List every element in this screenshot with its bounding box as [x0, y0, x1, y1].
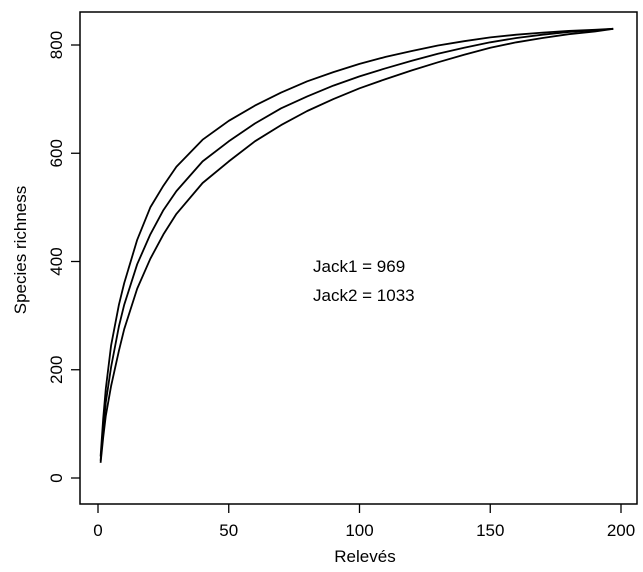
y-axis-title: Species richness	[11, 186, 30, 315]
y-tick-label: 200	[47, 356, 66, 384]
x-tick-label: 200	[607, 521, 635, 540]
x-tick-label: 100	[345, 521, 373, 540]
annotation-jack1: Jack1 = 969	[313, 257, 405, 276]
series-line-1	[99, 27, 614, 457]
y-tick-label: 600	[47, 139, 66, 167]
y-tick-label: 800	[47, 31, 66, 59]
plot-frame	[79, 11, 638, 505]
y-tick-label: 400	[47, 247, 66, 275]
x-axis-title: Relevés	[334, 547, 395, 566]
series-line-2	[99, 27, 614, 461]
series-line-3	[99, 27, 614, 463]
annotation-jack2: Jack2 = 1033	[313, 286, 415, 305]
x-tick-label: 150	[476, 521, 504, 540]
series-layer	[99, 27, 614, 463]
x-tick-label: 50	[219, 521, 238, 540]
x-tick-label: 0	[93, 521, 102, 540]
y-axis: 0 200 400 600 800	[47, 31, 80, 483]
y-tick-label: 0	[47, 473, 66, 482]
x-axis: 0 50 100 150 200	[93, 504, 635, 540]
